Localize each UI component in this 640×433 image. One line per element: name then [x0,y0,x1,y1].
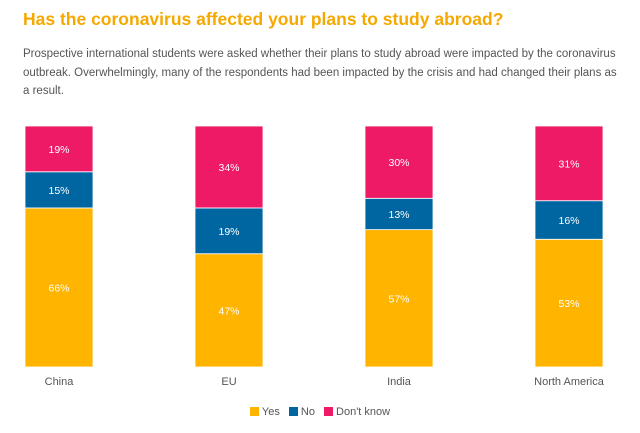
legend-label-yes: Yes [261,406,280,418]
category-label-china: China [45,376,75,388]
bar-china-yes [24,207,94,368]
chart-legend: Yes No Don't know [0,406,640,418]
legend-item-no: No [288,406,315,418]
stacked-bar-chart: 66% 15% 19% China 47% 19% 34% EU 57% 13% 30% India 5… [24,125,605,388]
bar-north-america-yes [534,238,604,368]
data-label-north-america-yes: 53% [558,298,579,310]
data-label-china-no: 15% [48,185,69,197]
data-label-india-yes: 57% [388,293,409,305]
data-label-north-america-no: 16% [558,215,579,227]
bar-north-america-don-t-know [534,125,604,202]
legend-item-dont-know: Don't know [324,406,390,418]
data-label-eu-no: 19% [218,226,239,238]
bar-china-no [24,171,94,209]
category-label-north-america: North America [534,376,605,388]
bar-china-don-t-know [24,125,94,173]
bar-india-yes [364,229,434,368]
chart-subtitle: Prospective international students were … [23,48,617,97]
data-label-eu-don-t-know: 34% [218,162,239,174]
data-label-north-america-don-t-know: 31% [558,158,579,170]
bar-eu-no [194,207,264,255]
data-label-india-no: 13% [388,209,409,221]
legend-label-no: No [300,406,315,418]
bar-eu-don-t-know [194,125,264,209]
data-label-india-don-t-know: 30% [388,157,409,169]
bar-india-don-t-know [364,125,434,199]
legend-item-yes: Yes [249,406,280,418]
data-label-china-don-t-know: 19% [48,144,69,156]
chart-title: Has the coronavirus affected your plans … [23,9,504,29]
data-label-eu-yes: 47% [218,305,239,317]
legend-swatch-no [288,407,298,416]
legend-swatch-yes [249,407,259,416]
data-label-china-yes: 66% [48,282,69,294]
legend-label-dont-know: Don't know [336,406,391,418]
category-label-eu: EU [221,376,236,388]
legend-swatch-dont-know [324,407,334,416]
bar-north-america-no [534,200,604,240]
category-label-india: India [387,376,412,388]
bar-eu-yes [194,253,264,368]
